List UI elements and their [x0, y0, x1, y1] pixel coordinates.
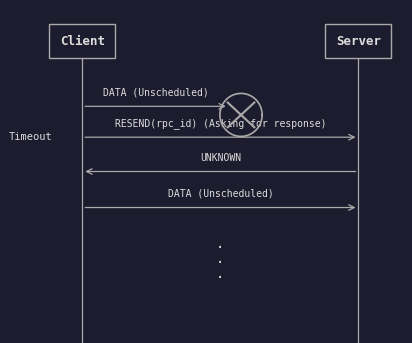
Bar — [49, 24, 115, 58]
Bar — [325, 24, 391, 58]
Text: DATA (Unscheduled): DATA (Unscheduled) — [103, 88, 208, 98]
Text: UNKNOWN: UNKNOWN — [200, 153, 241, 163]
Text: Client: Client — [60, 35, 105, 48]
Text: RESEND(rpc_id) (Asking for response): RESEND(rpc_id) (Asking for response) — [115, 118, 326, 129]
Text: DATA (Unscheduled): DATA (Unscheduled) — [168, 189, 273, 199]
Text: Timeout: Timeout — [9, 132, 53, 142]
Text: .: . — [216, 252, 225, 266]
Text: .: . — [216, 237, 225, 250]
Text: .: . — [216, 268, 225, 281]
Text: Server: Server — [336, 35, 381, 48]
